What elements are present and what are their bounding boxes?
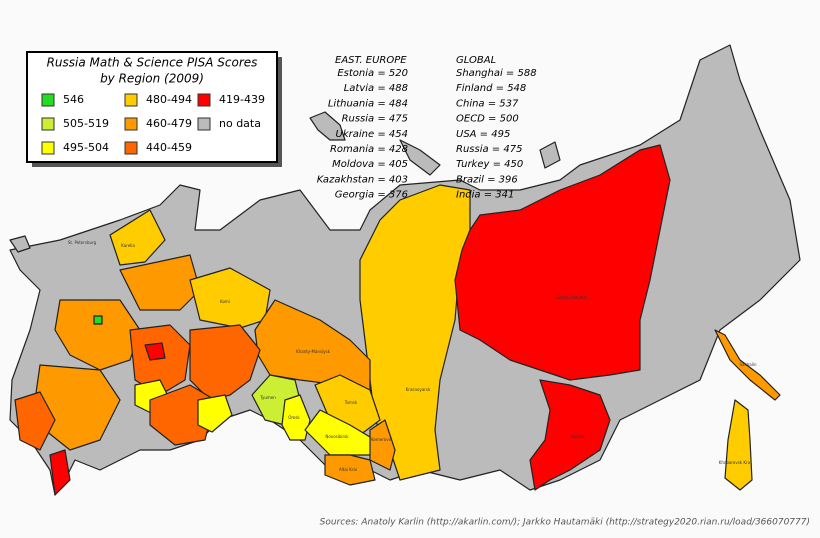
list-item: Lithuania = 484 [328,98,408,109]
list-item: OECD = 500 [456,114,519,125]
region-label: Komi [220,299,230,304]
list-item: Russia = 475 [342,114,408,125]
list-item: Georgia = 376 [335,190,408,201]
list-item: Romania = 428 [330,144,408,155]
island [309,111,346,141]
list-item: Shanghai = 588 [456,68,537,79]
region-label: St. Petersburg [68,240,97,245]
list-item: USA = 495 [456,129,510,140]
list-heading: EAST. EUROPE [335,55,407,66]
legend-label: 546 [63,93,84,106]
region [49,449,71,496]
list-item: China = 537 [456,98,519,109]
region-label: Tyumen [259,395,276,400]
legend-label: 495-504 [63,141,109,154]
legend-label: no data [219,117,261,130]
region-label: Tomsk [344,400,358,405]
region [109,209,166,266]
legend-swatch [41,93,55,107]
island [539,141,561,169]
region-label: Khabarovsk Krai [719,460,751,465]
list-item: Ukraine = 454 [336,129,408,140]
list-item: Latvia = 488 [344,83,408,94]
legend-swatch [197,93,211,107]
title: Russia Math & Science PISA Scores [47,56,258,70]
list-item: Turkey = 450 [456,159,523,170]
list-item: Russia = 475 [456,144,522,155]
region-label: Novosibirsk [325,434,349,439]
list-item: India = 341 [456,190,514,201]
region-label: Sakha (Yakutia) [557,295,588,300]
region [93,315,103,325]
region-label: Karelia [121,243,135,248]
region-label: Altai Krai [339,467,357,472]
legend-label: 419-439 [219,93,265,106]
legend-swatch [41,117,55,131]
region-label: Irkutsk [571,434,585,439]
region-label: Krasnoyarsk [406,387,431,392]
list-heading: GLOBAL [456,55,496,66]
legend-swatch [41,141,55,155]
list-item: Finland = 548 [456,83,526,94]
region [281,394,311,441]
island [9,235,31,253]
list-item: Brazil = 396 [456,174,518,185]
region [54,299,141,371]
region-label: Sakhalin [739,362,757,367]
legend-swatch [124,141,138,155]
region [714,329,781,401]
region [129,324,191,396]
region [14,391,56,451]
region-label: Omsk [288,415,300,420]
legend-label: 480-494 [146,93,192,106]
region [529,379,611,491]
legend-label: 460-479 [146,117,192,130]
region-label: Kemerovo [371,437,392,442]
region [324,454,376,486]
region [197,394,233,433]
region [724,399,753,491]
list-item: Moldova = 405 [332,159,408,170]
region [189,324,261,401]
legend-swatch [124,93,138,107]
list-item: Kazakhstan = 403 [317,174,408,185]
list-item: Estonia = 520 [337,68,408,79]
legend-swatch [197,117,211,131]
legend-label: 440-459 [146,141,192,154]
island [399,139,441,176]
title: by Region (2009) [100,72,204,86]
legend: Russia Math & Science PISA Scores by Reg… [26,51,282,167]
source: Sources: Anatoly Karlin (http://akarlin.… [320,518,810,528]
legend-label: 505-519 [63,117,109,130]
region-label: Khanty-Mansiysk [296,349,331,354]
region [454,144,671,381]
legend-box [26,51,278,163]
map [9,44,801,496]
region [144,342,166,361]
legend-swatch [124,117,138,131]
region [369,419,396,471]
region [119,254,201,311]
